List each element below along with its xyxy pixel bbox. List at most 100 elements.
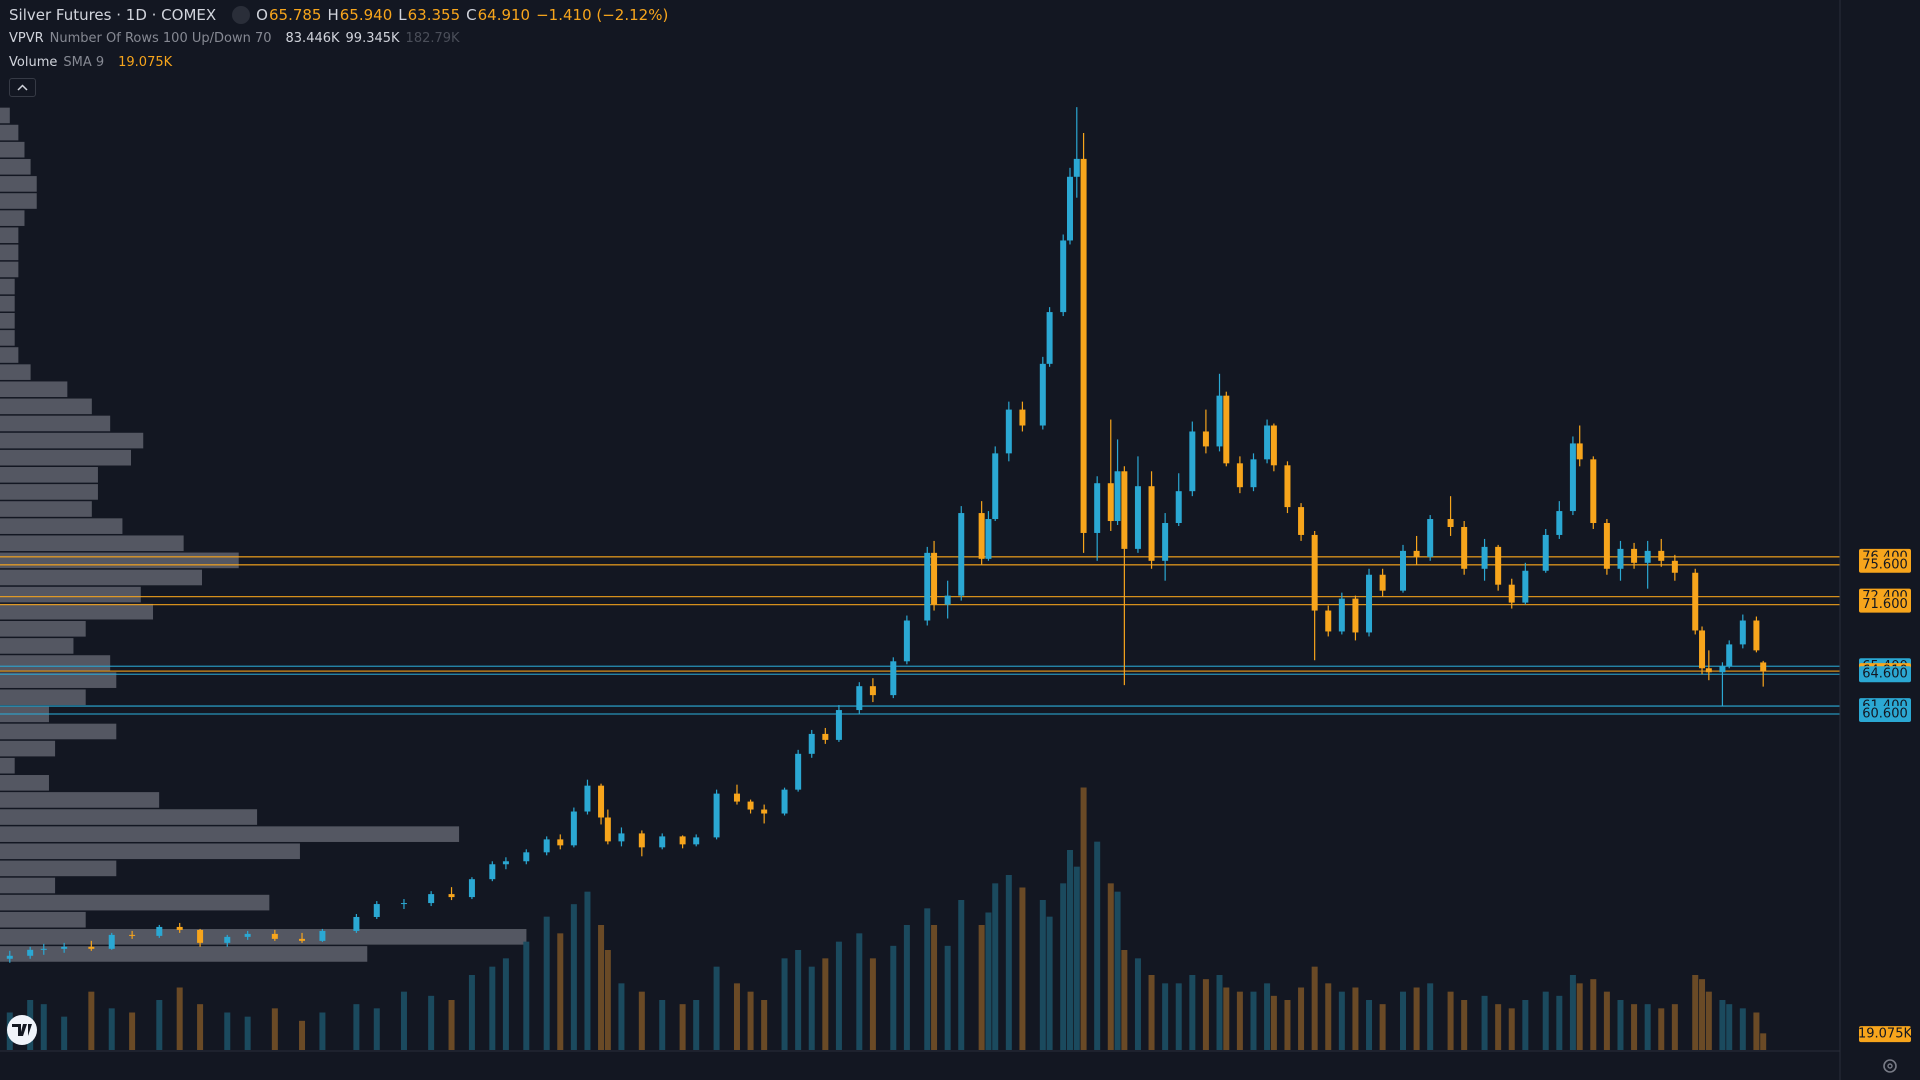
- vpvr-row: [0, 467, 98, 483]
- vpvr-row: [0, 621, 86, 637]
- candle-body: [88, 946, 95, 949]
- tradingview-logo[interactable]: [7, 1015, 37, 1045]
- open-value: 65.785: [268, 6, 322, 24]
- settings-gear[interactable]: [1883, 1059, 1897, 1073]
- change-value: −1.410 (−2.12%): [536, 6, 669, 24]
- volume-name[interactable]: Volume: [9, 55, 58, 70]
- volume-bar: [924, 908, 931, 1050]
- volume-bar: [1080, 787, 1087, 1050]
- volume-bar: [428, 995, 435, 1050]
- candle-body: [1162, 523, 1169, 561]
- candle-body: [1569, 443, 1576, 512]
- vpvr-row: [0, 775, 49, 791]
- volume-bar: [1726, 1004, 1733, 1050]
- candle-body: [1298, 507, 1305, 535]
- candle-body: [713, 793, 720, 838]
- volume-bar: [638, 991, 645, 1050]
- candle-body: [1005, 409, 1012, 454]
- candle-body: [903, 620, 910, 662]
- volume-bar: [1631, 1004, 1638, 1050]
- volume-bar: [468, 975, 475, 1050]
- volume-bar: [958, 900, 965, 1050]
- candle-body: [1427, 519, 1434, 557]
- volume-bar: [1134, 958, 1141, 1050]
- candle-body: [604, 817, 611, 842]
- volume-bar: [176, 987, 183, 1050]
- vpvr-name[interactable]: VPVR: [9, 31, 44, 46]
- vpvr-row: [0, 107, 10, 124]
- candle-body: [543, 839, 550, 853]
- volume-bar: [129, 1012, 136, 1050]
- volume-bar: [1338, 991, 1345, 1050]
- volume-bar: [713, 966, 720, 1050]
- symbol-menu[interactable]: [232, 6, 251, 24]
- candle-body: [1202, 431, 1209, 447]
- candle-body: [781, 789, 788, 814]
- volume-bar: [1270, 995, 1277, 1050]
- candle-body: [1094, 483, 1101, 533]
- volume-bar: [1107, 883, 1114, 1050]
- candle-body: [822, 733, 829, 740]
- volume-bar: [61, 1016, 68, 1050]
- candle-body: [502, 861, 509, 865]
- candle-body: [1481, 546, 1488, 569]
- candle-body: [489, 864, 496, 880]
- candle-body: [129, 934, 136, 936]
- candle-body: [1692, 572, 1699, 631]
- candle-body: [747, 801, 754, 810]
- volume-bar: [1658, 1008, 1665, 1050]
- volume-bar: [1264, 983, 1271, 1050]
- volume-settings: SMA 9: [63, 55, 105, 70]
- candle-body: [1066, 176, 1073, 241]
- volume-bar: [992, 883, 999, 1050]
- volume-bar: [659, 1000, 666, 1050]
- candle-body: [1576, 443, 1583, 460]
- vpvr-row: [0, 432, 144, 449]
- volume-bar: [1427, 983, 1434, 1050]
- candle-body: [985, 519, 992, 559]
- volume-bar: [156, 1000, 163, 1050]
- candle-body: [523, 852, 530, 862]
- candle-body: [1705, 668, 1712, 673]
- level-tag: [1859, 666, 1911, 683]
- collapse-icon: [17, 84, 28, 91]
- vpvr-row: [0, 603, 154, 620]
- vpvr-row: [0, 929, 527, 945]
- candle-body: [1556, 511, 1563, 535]
- candle-body: [958, 513, 965, 596]
- volume-bar: [557, 933, 564, 1050]
- volume-bar: [978, 925, 985, 1050]
- volume-bar: [733, 983, 740, 1050]
- candle-body: [584, 785, 591, 812]
- volume-bar: [1073, 866, 1080, 1050]
- volume-bar: [1603, 991, 1610, 1050]
- volume-legend: Volume SMA 9 19.075K: [9, 55, 172, 70]
- vpvr-row: [0, 877, 56, 894]
- candle-body: [108, 934, 115, 949]
- volume-bar: [985, 912, 992, 1050]
- candle-body: [944, 595, 951, 605]
- candle-body: [1325, 610, 1332, 632]
- level-tag-label: 64.600: [1862, 667, 1908, 682]
- vpvr-row: [0, 295, 15, 312]
- volume-bar: [1576, 983, 1583, 1050]
- close-label: C: [466, 6, 477, 24]
- volume-bar: [1705, 991, 1712, 1050]
- volume-bar: [299, 1020, 306, 1050]
- volume-bar: [1121, 950, 1128, 1050]
- candle-body: [1671, 560, 1678, 573]
- candle-body: [1134, 486, 1141, 549]
- candle-body: [978, 513, 985, 559]
- volume-bar: [1162, 983, 1169, 1050]
- collapse-button[interactable]: [9, 78, 36, 97]
- vpvr-row: [0, 193, 37, 209]
- volume-bar: [502, 958, 509, 1050]
- candle-body: [598, 785, 605, 818]
- candle-body: [679, 836, 686, 845]
- volume-bar: [1692, 975, 1699, 1050]
- vpvr-row: [0, 261, 19, 278]
- volume-bar: [1019, 887, 1026, 1050]
- candle-body: [1590, 459, 1597, 524]
- symbol-title[interactable]: Silver Futures · 1D · COMEX: [9, 6, 217, 24]
